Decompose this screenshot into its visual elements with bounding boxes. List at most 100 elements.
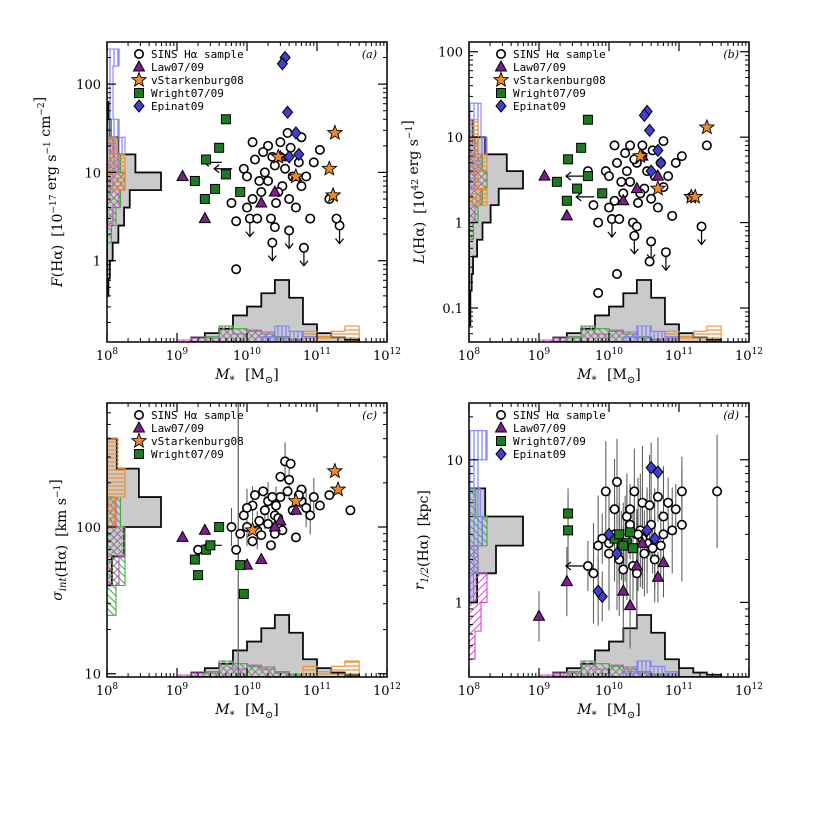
point-wright <box>193 570 204 581</box>
point-sins <box>603 202 614 213</box>
point-sins <box>305 510 316 521</box>
point-sins <box>614 214 625 225</box>
point-sins <box>247 536 258 547</box>
y-title-unit-end: ] <box>400 120 416 125</box>
x-tick-label: 1010 <box>595 682 623 699</box>
x-tick-exponent: 9 <box>544 682 550 692</box>
point-law <box>657 555 670 568</box>
point-epinat <box>643 123 656 138</box>
point-law <box>254 195 268 208</box>
panel-tag: (c) <box>362 409 377 422</box>
x-tick-label: 1012 <box>735 682 763 699</box>
y-tick-label: 100 <box>76 521 101 536</box>
legend-label: SINS Hα sample <box>513 409 606 422</box>
point-epinat <box>592 584 604 598</box>
point-epinat <box>283 150 295 164</box>
point-sins <box>263 518 274 529</box>
x-tick-label: 1010 <box>233 347 261 364</box>
point-sins <box>582 560 593 571</box>
legend-label: SINS Hα sample <box>513 48 606 61</box>
y-tick-label: 1 <box>93 255 101 270</box>
point-wright <box>563 508 574 519</box>
point-sins <box>629 486 640 497</box>
point-sins <box>252 213 263 224</box>
point-sins <box>265 213 276 224</box>
x-tick-exponent: 12 <box>390 682 401 692</box>
point-sins <box>258 486 269 497</box>
point-epinat <box>652 465 664 479</box>
upper-limit-arrow <box>607 223 617 239</box>
point-sins <box>593 287 604 298</box>
point-sins <box>249 154 260 165</box>
y-title-unit: [10 <box>412 191 428 214</box>
x-tick-exponent: 12 <box>752 682 763 692</box>
point-wright <box>563 525 574 536</box>
upper-limit-arrow <box>245 222 255 238</box>
point-sins <box>655 540 666 551</box>
x-tick-base: 10 <box>233 349 250 364</box>
y-title-exp: −1 <box>43 141 53 154</box>
plot-area <box>469 430 723 677</box>
point-law <box>538 169 551 181</box>
x-tick-exponent: 11 <box>320 347 331 357</box>
point-law <box>176 169 189 181</box>
point-vstark <box>287 492 305 509</box>
point-sins <box>658 511 669 522</box>
legend-label: Wright07/09 <box>151 448 224 461</box>
legend-label: Wright07/09 <box>513 435 586 448</box>
legend-marker-epinat <box>495 447 507 461</box>
y-title-unit-mid: cm <box>38 116 54 142</box>
point-sins <box>667 210 678 221</box>
point-vstark <box>632 147 649 164</box>
y-title-exp: −1 <box>405 126 415 139</box>
x-axis-title: M* [M⊙] <box>214 367 278 386</box>
x-tick-base: 10 <box>373 349 390 364</box>
upper-limit-arrow <box>284 234 294 250</box>
point-sins <box>625 140 636 151</box>
point-sins <box>649 554 660 565</box>
point-sins <box>611 476 622 487</box>
point-wright <box>572 183 583 194</box>
y-title-exp: 42 <box>411 179 421 190</box>
point-sins <box>646 193 657 204</box>
point-sins <box>618 564 629 575</box>
point-sins <box>314 500 325 511</box>
x-title-subscript: * <box>592 375 597 386</box>
legend-label: SINS Hα sample <box>151 48 244 61</box>
point-sins <box>231 544 242 555</box>
point-wright <box>563 154 574 165</box>
point-law <box>630 558 644 571</box>
point-sins <box>670 504 681 515</box>
point-wright <box>582 171 593 182</box>
x-tick-label: 1010 <box>233 682 261 699</box>
point-wright <box>189 175 200 186</box>
legend-marker-sins <box>495 409 506 420</box>
point-sins <box>282 486 293 497</box>
upper-limit-arrow <box>629 239 639 255</box>
point-sins <box>633 529 644 540</box>
point-sins <box>603 171 614 182</box>
point-law <box>560 574 574 587</box>
point-sins <box>593 217 604 228</box>
x-tick-base: 10 <box>233 684 250 699</box>
x-tick-base: 10 <box>166 684 183 699</box>
legend-marker-wright <box>496 88 506 98</box>
point-wright <box>618 540 629 551</box>
x-tick-exponent: 8 <box>474 682 480 692</box>
x-tick-exponent: 12 <box>752 347 763 357</box>
point-sins <box>256 530 267 541</box>
point-law <box>560 208 574 221</box>
y-title-argument: (Hα) <box>50 245 66 278</box>
y-title-unit-end: ] <box>32 97 48 102</box>
x-tick-label: 108 <box>96 347 119 364</box>
point-sins <box>258 147 269 158</box>
x-axis-title: M* [M⊙] <box>576 367 640 386</box>
legend-marker-vstark <box>130 432 148 449</box>
point-sins <box>275 471 286 482</box>
x-tick-label: 1011 <box>665 347 693 364</box>
x-title-unit-end: ] <box>635 702 640 718</box>
point-sins <box>331 213 342 224</box>
x-tick-label: 1011 <box>303 682 331 699</box>
